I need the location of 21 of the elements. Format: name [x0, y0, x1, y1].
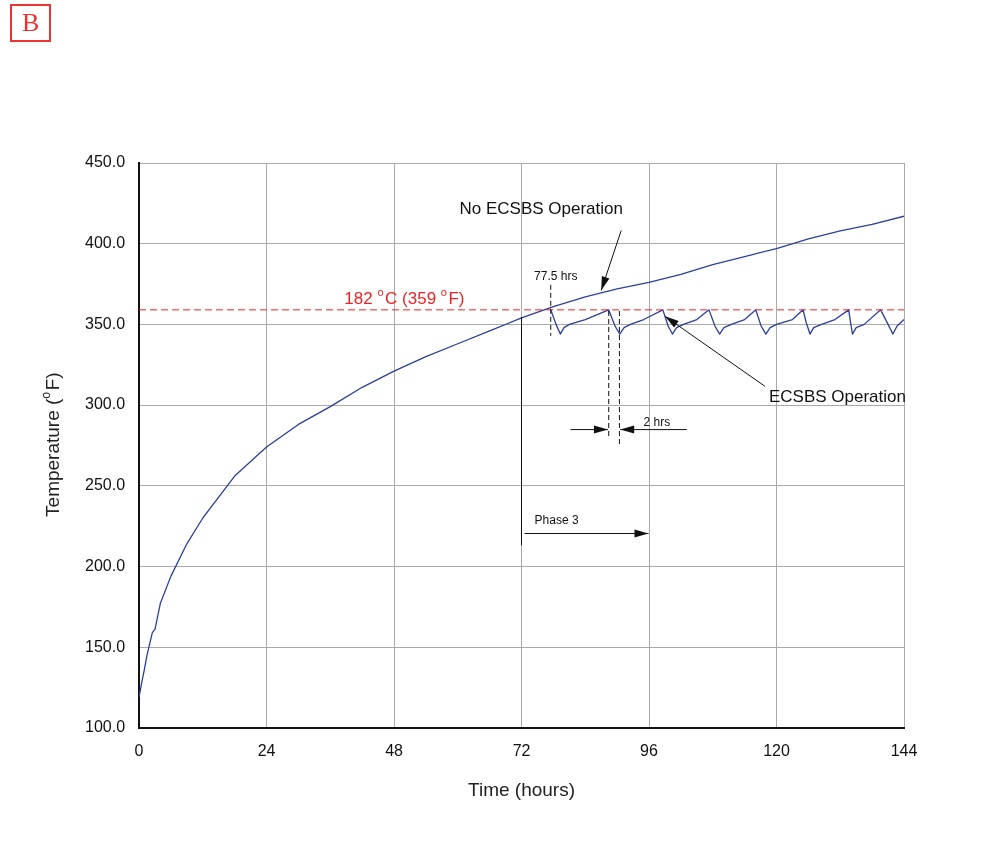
text: B: [10, 4, 52, 42]
x-tick-label: 96: [640, 741, 659, 759]
annotation: No ECSBS Operation: [459, 199, 623, 219]
y-tick-label: 100.0: [84, 718, 126, 736]
y-tick-label: 350.0: [84, 314, 126, 332]
x-tick-label: 24: [257, 741, 276, 759]
y-tick-label: 200.0: [84, 556, 126, 574]
x-tick-label: 48: [385, 741, 404, 759]
x-tick-label: 144: [890, 741, 918, 759]
x-tick-label: 72: [512, 741, 531, 759]
y-tick-label: 400.0: [84, 234, 126, 252]
y-tick-label: 450.0: [84, 153, 126, 171]
x-tick-label: 0: [134, 741, 144, 759]
annotation: ECSBS Operation: [768, 387, 906, 407]
x-tick-label: 120: [763, 741, 790, 759]
x-axis-title: Time (hours): [468, 778, 576, 800]
annotation: 77.5 hrs: [534, 268, 578, 283]
y-tick-label: 250.0: [84, 476, 126, 494]
y-tick-label: 300.0: [84, 395, 126, 413]
annotation: Phase 3: [534, 513, 579, 528]
y-tick-label: 150.0: [84, 637, 126, 655]
